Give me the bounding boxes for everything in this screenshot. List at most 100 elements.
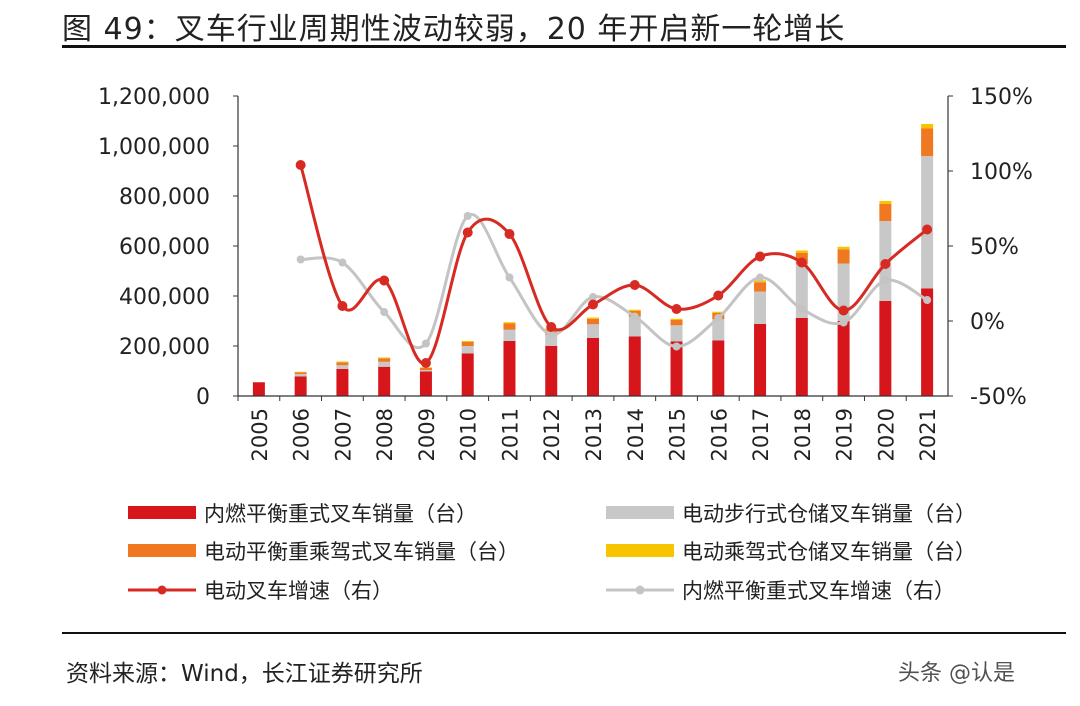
x-tick-label: 2013: [582, 408, 606, 461]
ic-growth-point: [421, 339, 430, 348]
bar-ic-sales: [837, 321, 850, 396]
x-tick-label: 2007: [331, 408, 355, 461]
legend: 内燃平衡重式叉车销量（台） 电动步行式仓储叉车销量（台） 电动平衡重乘驾式叉车销量（…: [128, 502, 976, 603]
bar-ic-sales: [503, 341, 516, 396]
bar-elec-warehouse: [545, 334, 558, 346]
bar-elec-counterbalance: [670, 320, 683, 326]
bar-elec-counterbalance: [378, 358, 391, 362]
right-tick-label: -50%: [970, 385, 1027, 410]
bar-elec-counterbalance: [879, 204, 892, 221]
left-tick-label: 600,000: [119, 235, 210, 260]
bottom-divider: [62, 632, 1066, 634]
bar-ic-sales: [378, 366, 391, 396]
bar-elec-ride-warehouse: [921, 124, 934, 129]
bar-elec-warehouse: [587, 324, 599, 338]
ic-growth-point: [672, 342, 681, 351]
bar-elec-warehouse: [419, 370, 432, 372]
elec-growth-point: [838, 305, 849, 316]
right-tick-label: 150%: [970, 85, 1033, 110]
bar-ic-sales: [252, 382, 265, 396]
x-tick-label: 2019: [833, 408, 857, 461]
x-tick-label: 2008: [373, 408, 397, 461]
bar-elec-warehouse: [921, 156, 934, 289]
bar-elec-ride-warehouse: [670, 318, 683, 320]
bar-elec-counterbalance: [336, 362, 349, 366]
chart-title: 图 49：叉车行业周期性波动较弱，20 年开启新一轮增长: [62, 12, 846, 47]
legend-elec-counterbalance-swatch: [128, 544, 196, 557]
x-tick-label: 2018: [791, 408, 815, 461]
x-tick-label: 2016: [707, 408, 731, 461]
bar-ic-sales: [754, 324, 767, 396]
ic-growth-point: [380, 308, 389, 316]
ic-growth-point: [630, 312, 639, 321]
bar-elec-warehouse: [754, 291, 767, 324]
x-tick-label: 2015: [666, 408, 690, 461]
elec-growth-point: [337, 301, 348, 311]
bar-ic-sales: [294, 376, 307, 396]
elec-growth-point: [504, 229, 515, 239]
legend-elec-ride-warehouse: 电动乘驾式仓储叉车销量（台）: [606, 540, 976, 564]
elec-growth-point: [629, 280, 640, 290]
ic-growth-point: [839, 318, 848, 327]
bar-elec-warehouse: [294, 374, 307, 377]
bar-elec-warehouse: [628, 316, 641, 337]
lines-layer: [295, 160, 933, 368]
x-tick-label: 2014: [624, 408, 648, 461]
x-tick-label: 2006: [290, 408, 314, 461]
bar-ic-sales: [670, 341, 683, 396]
right-tick-label: 100%: [970, 160, 1033, 185]
legend-elec-counterbalance-label: 电动平衡重乘驾式叉车销量（台）: [204, 540, 519, 564]
bar-elec-warehouse: [670, 325, 683, 342]
bar-elec-ride-warehouse: [628, 309, 641, 311]
x-tick-label: 2021: [916, 408, 940, 461]
bar-elec-ride-warehouse: [795, 250, 808, 253]
legend-elec-ride-warehouse-swatch: [606, 544, 674, 557]
bar-elec-ride-warehouse: [336, 361, 349, 363]
bar-elec-counterbalance: [294, 372, 307, 374]
bar-elec-counterbalance: [587, 318, 599, 325]
x-tick-label: 2010: [457, 408, 481, 461]
x-tick-label: 2017: [749, 408, 773, 461]
right-tick-label: 50%: [970, 235, 1019, 260]
bar-ic-sales: [921, 288, 934, 396]
bar-ic-sales: [419, 371, 432, 396]
x-tick-label: 2005: [248, 408, 272, 461]
bar-elec-counterbalance: [503, 323, 516, 330]
elec-growth-point: [796, 257, 807, 268]
legend-ic-growth: 内燃平衡重式叉车增速（右）: [606, 579, 955, 603]
ic-growth-point: [338, 258, 347, 267]
elec-growth-point: [755, 251, 766, 262]
legend-elec-growth-marker: [157, 585, 167, 595]
legend-elec-growth: 电动叉车增速（右）: [128, 579, 393, 603]
bar-ic-sales: [712, 340, 725, 396]
ic-growth-point: [589, 293, 597, 301]
x-tick-label: 2011: [498, 408, 522, 461]
right-tick-label: 0%: [970, 310, 1005, 335]
elec-growth-point: [295, 160, 306, 170]
bar-elec-counterbalance: [419, 367, 432, 370]
ic-growth-point: [463, 212, 472, 220]
bar-elec-warehouse: [378, 361, 391, 367]
elec-growth-point: [880, 259, 891, 269]
watermark: 头条 @认是: [898, 661, 1015, 686]
elec-growth-point: [671, 304, 682, 314]
ic-growth-point: [547, 330, 556, 339]
ic-growth-point: [714, 314, 723, 322]
elec-growth-line: [299, 164, 929, 365]
top-divider: [62, 45, 1066, 48]
chart: 0 200,000 400,000 600,000 800,000 1,000,000 1,…: [98, 85, 1033, 603]
bar-elec-warehouse: [712, 319, 725, 341]
legend-ic-sales-swatch: [128, 506, 196, 519]
bar-ic-sales: [879, 301, 892, 396]
bar-ic-sales: [545, 346, 558, 396]
bar-elec-ride-warehouse: [712, 311, 725, 313]
elec-growth-point: [420, 358, 431, 368]
elec-growth-point: [922, 224, 933, 235]
legend-ic-growth-marker: [635, 585, 645, 595]
bar-elec-warehouse: [461, 346, 474, 354]
bar-elec-ride-warehouse: [879, 201, 892, 204]
bar-elec-ride-warehouse: [378, 357, 391, 359]
legend-ic-growth-label: 内燃平衡重式叉车增速（右）: [682, 579, 955, 603]
elec-growth-point: [462, 227, 473, 238]
bar-ic-sales: [336, 369, 349, 396]
